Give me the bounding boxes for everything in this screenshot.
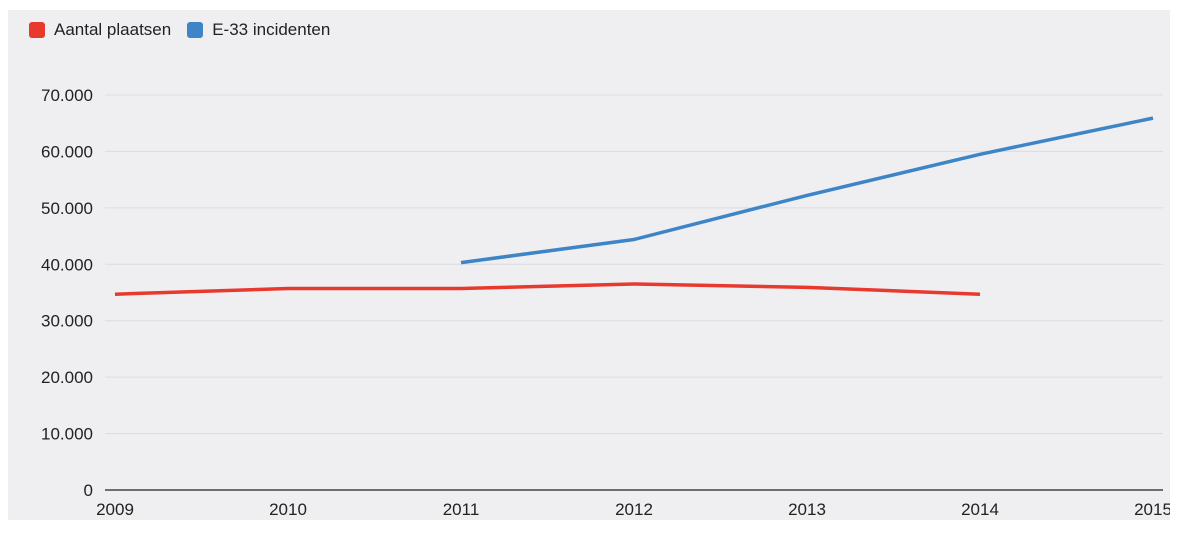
legend-swatch-e33-incidenten <box>187 22 204 38</box>
x-tick-label: 2014 <box>961 500 999 519</box>
x-tick-label: 2015 <box>1134 500 1170 519</box>
y-tick-label: 0 <box>84 481 93 500</box>
x-tick-label: 2012 <box>615 500 653 519</box>
legend: Aantal plaatsen E-33 incidenten <box>8 10 330 50</box>
legend-swatch-aantal-plaatsen <box>29 22 45 38</box>
y-tick-label: 40.000 <box>41 255 93 274</box>
series-line-aantal-plaatsen <box>114 282 981 296</box>
y-tick-label: 10.000 <box>41 425 93 444</box>
legend-label-aantal-plaatsen: Aantal plaatsen <box>54 20 172 39</box>
x-tick-label: 2011 <box>443 500 480 519</box>
y-tick-label: 30.000 <box>41 312 93 331</box>
y-tick-label: 20.000 <box>41 368 93 387</box>
y-tick-label: 70.000 <box>41 86 93 105</box>
legend-item-e33-incidenten[interactable]: E-33 incidenten <box>187 20 330 40</box>
y-tick-label: 50.000 <box>41 199 93 218</box>
series-line-e33-incidenten <box>460 116 1154 265</box>
x-tick-label: 2010 <box>269 500 307 519</box>
y-tick-label: 60.000 <box>41 142 93 161</box>
legend-label-e33-incidenten: E-33 incidenten <box>212 20 331 39</box>
legend-item-aantal-plaatsen[interactable]: Aantal plaatsen <box>29 20 171 40</box>
line-chart: 0 10.000 20.000 30.000 40.000 50.000 60.000 70.… <box>41 86 1170 519</box>
chart-panel: Aantal plaatsen E-33 incidenten 0 10.000 2… <box>8 10 1170 520</box>
x-tick-label: 2009 <box>96 500 134 519</box>
x-tick-label: 2013 <box>788 500 826 519</box>
